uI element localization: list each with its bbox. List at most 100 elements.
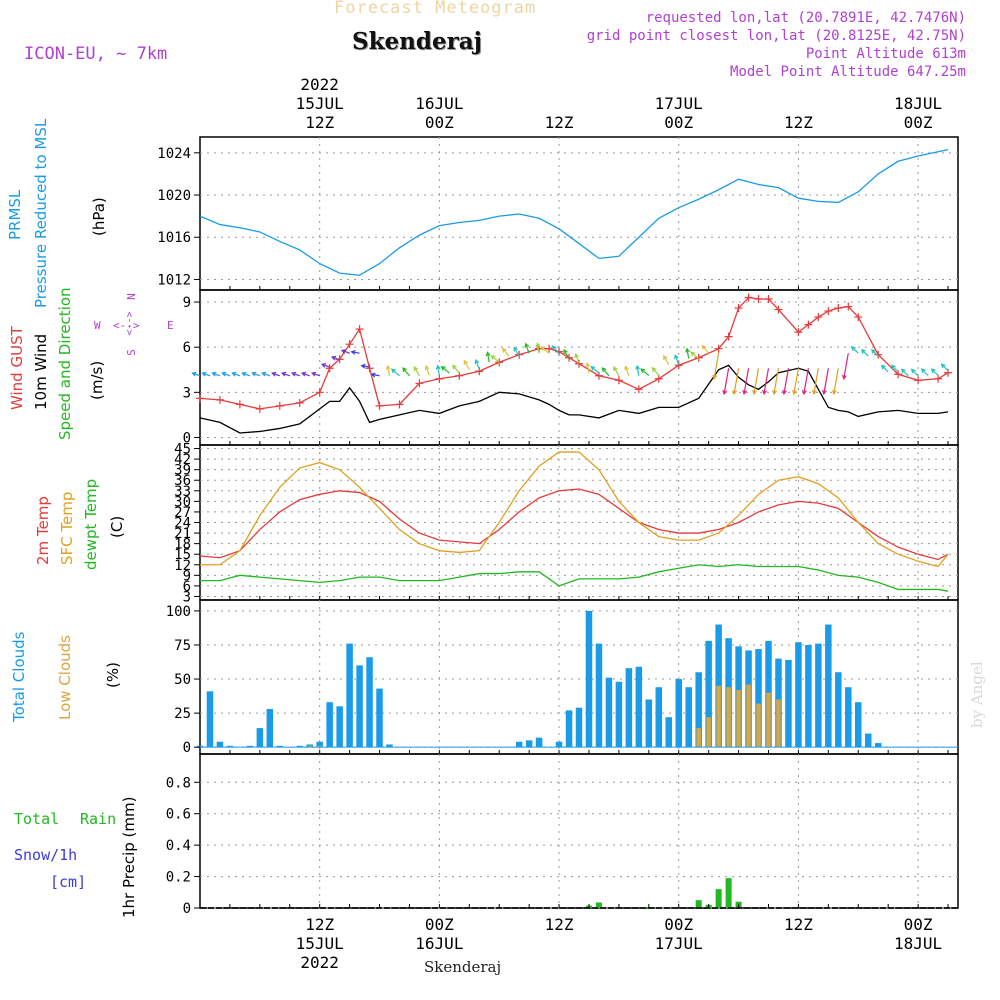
total_clouds-bar (336, 706, 343, 748)
gust-marker (255, 404, 264, 413)
low_clouds-bar (756, 703, 761, 748)
wind-arrowhead (535, 342, 541, 348)
total_clouds-bar (645, 699, 653, 748)
compass-arrows-h-icon: <--> (113, 319, 140, 332)
wind-direction-arrow (723, 368, 730, 394)
wind-arrowhead (340, 349, 347, 354)
wind-arrowhead (590, 365, 596, 371)
wind-direction-arrow (351, 351, 360, 354)
wind-direction-arrow (301, 372, 310, 377)
temperature-ytick-label: 27 (174, 505, 191, 521)
wind-direction-arrow (602, 367, 610, 377)
requested-coords: requested lon,lat (20.7891E, 42.7476N) (645, 10, 966, 26)
pressure-frame (199, 136, 959, 291)
bottom-time-label: 12Z (545, 915, 574, 934)
gust-marker (714, 344, 723, 353)
bottom-time-label: 00Z (425, 915, 454, 934)
total_clouds-bar (785, 659, 792, 748)
precip-ytick-label: 0.6 (166, 807, 191, 823)
wind-direction-arrow (563, 349, 570, 359)
wind-direction-arrow (733, 368, 740, 394)
wind-direction-arrow (763, 368, 770, 394)
wind-direction-arrow (931, 368, 939, 376)
wind-arrowhead (585, 361, 591, 368)
bottom-time-label: 00Z (664, 915, 693, 934)
precip-frame (199, 753, 959, 909)
gust-marker (814, 313, 823, 322)
gust-marker (545, 344, 554, 353)
wind-direction-arrow (202, 372, 211, 377)
wind-arrowhead (812, 389, 817, 396)
gust-marker (325, 364, 334, 373)
total_clouds-bar (316, 741, 323, 748)
temperature-ytick-label: 12 (174, 558, 191, 574)
total_clouds-bar (595, 643, 603, 748)
gust-marker (804, 320, 813, 329)
wind-direction-arrow (437, 365, 440, 376)
total_clouds-bar (206, 691, 214, 748)
low_clouds-bar (726, 687, 731, 748)
gust-marker (654, 374, 663, 383)
precip-ytick-label: 0 (183, 901, 191, 917)
wind-arrowhead (920, 368, 926, 374)
product-title: Forecast Meteogram (334, 0, 537, 18)
wind-arrowhead (663, 354, 668, 360)
gust-marker (495, 358, 504, 367)
wind-direction-arrow (941, 363, 949, 372)
wind-ytick-label: 3 (183, 385, 191, 401)
gust-marker (235, 400, 244, 409)
wind-direction-arrow (586, 363, 590, 374)
low_clouds-bar (696, 728, 701, 748)
total_clouds-bar (525, 740, 533, 748)
wind-arrowhead (742, 389, 748, 396)
wind-arrowhead (910, 368, 916, 374)
bottom-time-label: 00Z (904, 915, 933, 934)
total_clouds-bar (555, 741, 563, 748)
wind-arrowhead (271, 371, 277, 377)
wind-direction-arrow (321, 363, 330, 368)
wind-direction-arrow (701, 345, 710, 354)
gust-marker (724, 332, 733, 341)
total_clouds-bar (585, 610, 593, 748)
gust-marker (515, 350, 524, 359)
wind-direction-arrow (463, 360, 470, 370)
wind-unit: (m/s) (88, 360, 106, 400)
gust-marker (365, 364, 374, 373)
rain-bar (595, 902, 602, 908)
wind-direction-arrow (843, 353, 849, 379)
temperature-ytick-label: 36 (174, 473, 191, 489)
wind-direction-arrow (813, 368, 819, 394)
wind-arrowhead (413, 366, 419, 372)
wind-arrowhead (712, 374, 718, 381)
gridpoint-coords: grid point closest lon,lat (20.8125E, 42… (586, 28, 966, 44)
wind-arrowhead (930, 368, 936, 374)
wind-arrowhead (435, 364, 441, 370)
wind-direction-arrow (891, 365, 899, 373)
low_clouds-bar (776, 699, 781, 748)
wind-direction-arrow (613, 366, 620, 377)
total_clouds-bar (276, 745, 284, 748)
wind-direction-arrow (851, 346, 859, 354)
total_clouds-bar (346, 643, 353, 748)
total_clouds-bar (635, 666, 643, 748)
top-time-label: 12Z (545, 113, 574, 132)
gust-marker (764, 295, 773, 304)
gust-label: Wind GUST (8, 326, 26, 410)
compass-north: N (124, 293, 138, 300)
wind-arrowhead (732, 389, 738, 396)
total_clouds-bar (565, 710, 573, 748)
total_clouds-bar (864, 733, 872, 748)
wind-arrowhead (241, 371, 247, 377)
total_clouds-bar (675, 679, 682, 748)
wind-arrowhead (722, 389, 728, 396)
wind-direction-arrow (425, 365, 430, 376)
total_clouds-bar (845, 687, 852, 748)
wind-label: 10m Wind (32, 333, 50, 410)
wind-arrowhead (440, 365, 446, 371)
low_clouds-bar (736, 689, 741, 748)
wind-direction-arrow (674, 355, 680, 365)
wind-arrowhead (350, 349, 356, 355)
gust-marker (854, 313, 863, 322)
wind-arrowhead (211, 371, 217, 377)
